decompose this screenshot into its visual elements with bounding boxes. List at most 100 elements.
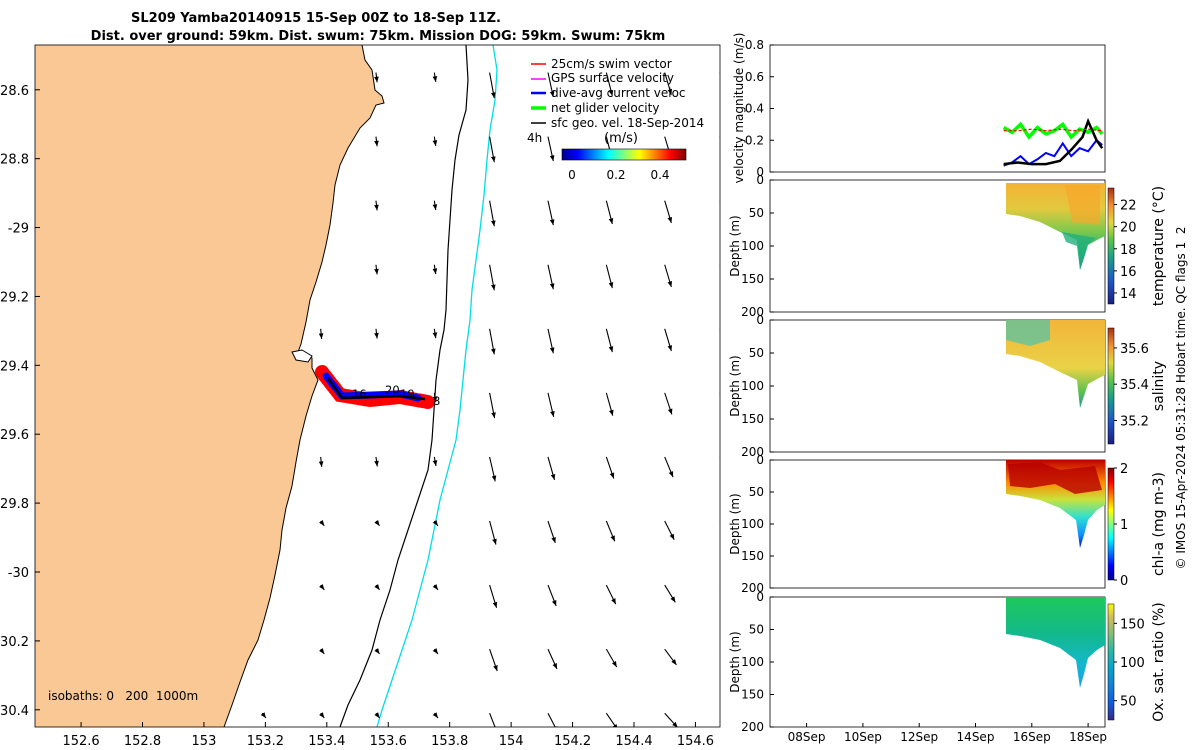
velocity-arrowhead <box>492 538 497 545</box>
depth-tick-label: 200 <box>741 445 764 459</box>
colorbar-tick-label: 22 <box>1120 199 1137 214</box>
depth-tick-label: 0 <box>756 453 764 467</box>
velocity-arrowhead <box>550 473 556 480</box>
colorbar-tick-label: 20 <box>1120 221 1137 236</box>
velocity-arrow <box>719 392 720 395</box>
map-x-tick-label: 153.8 <box>431 734 468 749</box>
chla-y-ticks: 0 50 100 150 200 <box>741 453 774 595</box>
date-tick-label: 14Sep <box>957 730 995 744</box>
depth-tick-label: 100 <box>741 655 764 669</box>
depth-tick-label: 200 <box>741 720 764 734</box>
temperature-colorbar-label: temperature (°C) <box>1151 186 1167 306</box>
map-y-tick-label: 29.4 <box>0 359 29 374</box>
velocity-arrow <box>719 136 720 139</box>
date-tick-label: 10Sep <box>844 730 882 744</box>
velocity-arrowhead <box>374 584 380 590</box>
velocity-arrowhead <box>608 282 614 289</box>
date-tick-label: 12Sep <box>900 730 938 744</box>
velocity-arrowhead <box>374 268 379 275</box>
oxygen-panel: Depth (m) 0 50 100 150 200 50 100 150 Ox. sat.… <box>728 590 1167 734</box>
velocity-arrowhead <box>432 712 438 719</box>
legend-label-current: dive-avg current veloc <box>551 86 686 100</box>
velocity-y-tick-label: 0.8 <box>745 38 764 52</box>
velocity-arrowhead <box>491 412 496 419</box>
velocity-arrowhead <box>549 91 555 97</box>
velocity-arrowhead <box>608 346 614 353</box>
velocity-arrowhead <box>668 471 674 478</box>
map-x-tick-label: 154.6 <box>677 734 714 749</box>
map-x-tick-label: 154.4 <box>615 734 652 749</box>
title-line-2: Dist. over ground: 59km. Dist. swum: 75k… <box>91 29 666 44</box>
map-x-tick-label: 152.6 <box>62 734 99 749</box>
speed-colorbar-tick-2: 0.4 <box>650 168 669 182</box>
map-y-tick-label: 28.6 <box>0 84 29 99</box>
velocity-arrowhead <box>550 410 555 417</box>
depth-tick-label: 0 <box>756 173 764 187</box>
velocity-arrowhead <box>374 204 379 211</box>
velocity-arrowhead <box>608 89 614 96</box>
velocity-arrowhead <box>319 712 325 719</box>
velocity-arrowhead <box>729 720 735 725</box>
velocity-arrowhead <box>552 663 557 670</box>
colorbar-tick-label: 35.2 <box>1120 414 1149 429</box>
legend-label-net: net glider velocity <box>551 101 659 115</box>
temperature-y-ticks: 0 50 100 150 200 <box>741 173 774 319</box>
velocity-arrowhead <box>667 88 673 95</box>
velocity-arrowhead <box>318 461 324 467</box>
velocity-arrowhead <box>490 284 496 291</box>
colorbar-tick-label: 50 <box>1120 695 1137 710</box>
velocity-arrowhead <box>549 155 555 162</box>
velocity-arrow <box>719 328 720 331</box>
velocity-y-tick-label: 0.4 <box>745 102 764 116</box>
colorbar-tick-label: 35.6 <box>1120 342 1149 357</box>
velocity-arrowhead <box>490 348 496 355</box>
velocity-arrowhead <box>374 460 379 467</box>
map-x-ticks: 152.6 152.8 153 153.2 153.4 153.6 153.8 154 154.… <box>62 722 714 749</box>
velocity-arrowhead <box>671 659 677 665</box>
oxygen-colorbar-ticks: 50 100 150 <box>1114 617 1145 710</box>
temperature-panel: Depth (m) 0 50 100 150 200 14 16 18 20 22 temper… <box>728 173 1167 319</box>
colorbar-tick-label: 150 <box>1120 617 1145 632</box>
map-y-tick-label: 30.2 <box>0 635 29 650</box>
depth-tick-label: 200 <box>741 581 764 595</box>
velocity-ylabel: velocity magnitude (m/s) <box>732 33 746 184</box>
velocity-arrowhead <box>670 596 676 603</box>
map-x-tick-label: 153 <box>192 734 217 749</box>
velocity-y-tick-label: 0 <box>756 165 764 179</box>
velocity-arrowhead <box>374 140 379 147</box>
chla-max-patches <box>1008 462 1102 494</box>
colorbar-tick-label: 16 <box>1120 265 1137 280</box>
date-tick-label: 08Sep <box>788 730 826 744</box>
velocity-arrowhead <box>727 595 732 601</box>
velocity-arrowhead <box>432 332 438 339</box>
isobath-200 <box>339 45 469 727</box>
velocity-arrowhead <box>260 712 266 719</box>
salinity-y-ticks: 0 50 100 150 200 <box>741 313 774 459</box>
depth-tick-label: 100 <box>741 517 764 531</box>
velocity-arrowhead <box>672 721 678 727</box>
colorbar-tick-label: 2 <box>1120 462 1128 477</box>
velocity-arrow <box>489 713 496 727</box>
temperature-colorbar-ticks: 14 16 18 20 22 <box>1114 199 1137 302</box>
velocity-y-ticks: 0 0.2 0.4 0.6 0.8 <box>745 38 774 179</box>
velocity-arrowhead <box>432 584 438 590</box>
velocity-arrowhead <box>494 728 498 734</box>
salinity-colorbar <box>1107 327 1115 445</box>
velocity-panel: 0 0.2 0.4 0.6 0.8 velocity magnitude (m/s) <box>732 33 1106 184</box>
velocity-arrowhead <box>723 88 727 94</box>
track-label-19: 19 <box>400 387 415 401</box>
legend-label-swim: 25cm/s swim vector <box>551 57 672 71</box>
salinity-colorbar-label: salinity <box>1151 361 1167 411</box>
velocity-arrowhead <box>611 598 616 605</box>
colorbar-tick-label: 1 <box>1120 518 1128 533</box>
temperature-ylabel: Depth (m) <box>728 215 742 276</box>
oxygen-colorbar <box>1107 603 1115 721</box>
velocity-arrowhead <box>611 661 617 667</box>
land <box>35 45 384 727</box>
velocity-arrow <box>719 456 720 459</box>
map-y-tick-label: 30.4 <box>0 704 29 719</box>
velocity-arrowhead <box>491 475 497 482</box>
velocity-arrowhead <box>551 599 557 606</box>
velocity-arrow <box>719 72 720 75</box>
velocity-arrowhead <box>490 156 496 163</box>
